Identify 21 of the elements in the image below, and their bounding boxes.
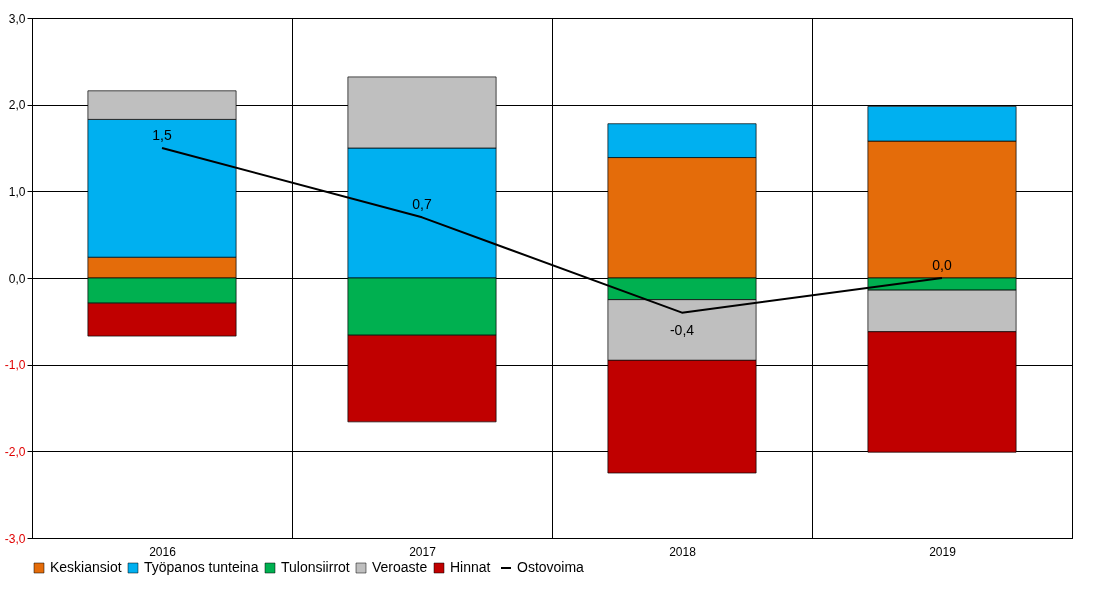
y-tick-label: 1,0 (8, 184, 26, 199)
y-tick-label: 2,0 (8, 98, 26, 113)
legend-label: Työpanos tunteina (144, 559, 259, 575)
legend-label: Tulonsiirrot (281, 559, 350, 575)
y-tick-label: 3,0 (8, 11, 26, 26)
legend-label: Hinnat (450, 559, 491, 575)
legend-label: Keskiansiot (50, 559, 122, 575)
y-tick-label: -3,0 (4, 531, 26, 546)
legend-label: Ostovoima (517, 559, 585, 575)
x-tick-label: 2019 (929, 544, 957, 559)
y-tick-label: -2,0 (4, 444, 26, 459)
legend-label: Veroaste (372, 559, 428, 575)
data-label: 0,0 (932, 257, 952, 273)
data-label: 1,5 (152, 127, 172, 143)
data-label: -0,4 (669, 321, 695, 338)
x-tick-label: 2017 (409, 544, 437, 559)
y-tick-label: -1,0 (4, 358, 26, 373)
x-tick-label: 2018 (669, 544, 697, 559)
x-tick-label: 2016 (149, 544, 177, 559)
data-label: 0,7 (412, 196, 432, 213)
y-tick-label: 0,0 (8, 271, 26, 286)
